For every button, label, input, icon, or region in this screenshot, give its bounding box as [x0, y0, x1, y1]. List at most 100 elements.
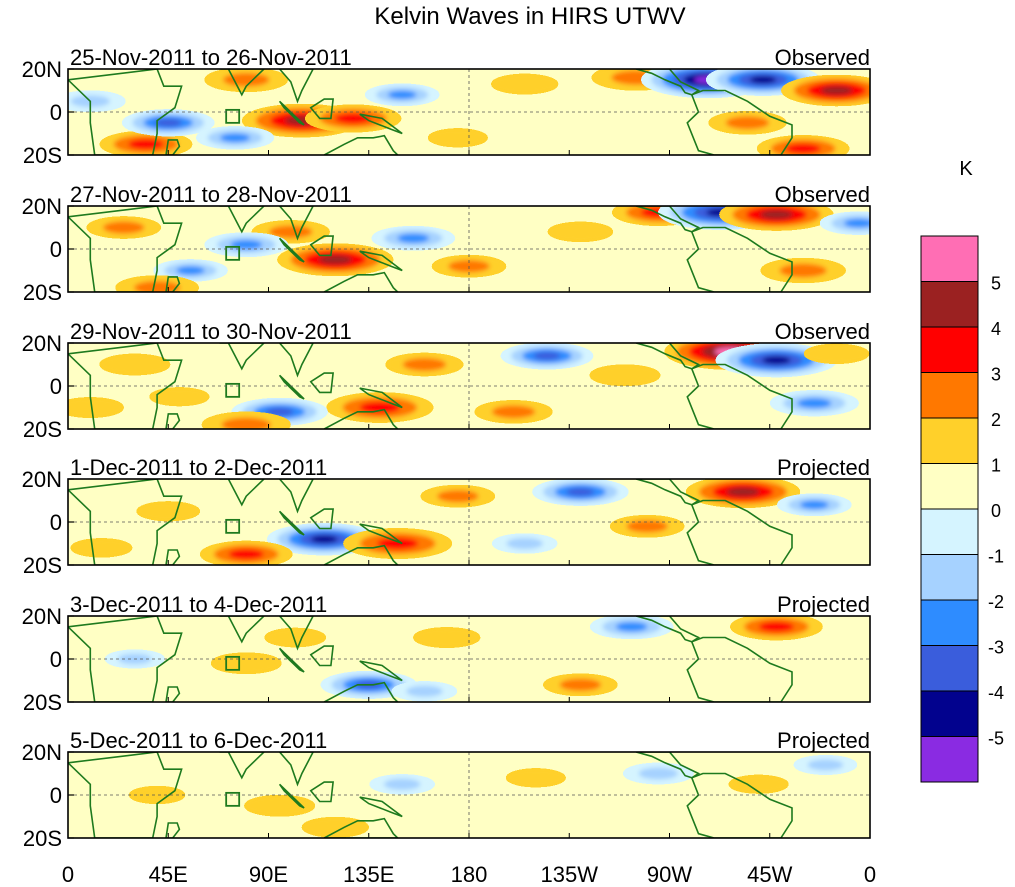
- region-box: [225, 382, 241, 398]
- panel-kind: Projected: [777, 455, 870, 480]
- anomaly-contour: [505, 768, 567, 788]
- positive-anomaly-blob: [419, 484, 496, 508]
- y-tick-label: 20S: [23, 280, 62, 305]
- coastline: [309, 98, 334, 120]
- anomaly-contour: [154, 118, 182, 127]
- positive-anomaly-blob: [803, 343, 870, 365]
- coastline: [278, 616, 315, 651]
- colorbar-swatch: [920, 645, 979, 692]
- coastlines: [68, 343, 793, 429]
- anomaly-contour: [797, 398, 832, 409]
- colorbar-level-label: -4: [988, 683, 1004, 703]
- colorbar-swatch: [920, 372, 979, 419]
- colorbar-level-label: 3: [991, 365, 1001, 385]
- y-tick-label: 20S: [23, 143, 62, 168]
- coastline: [309, 508, 334, 530]
- region-box: [225, 108, 241, 124]
- negative-anomaly-blob: [368, 773, 436, 795]
- coastline: [165, 413, 181, 429]
- positive-anomaly-blob: [98, 353, 172, 376]
- positive-anomaly-blob: [490, 73, 560, 95]
- coastline: [219, 206, 266, 234]
- panel-kind: Observed: [775, 45, 870, 70]
- anomaly-contour: [546, 221, 614, 243]
- anomaly-contour: [427, 128, 489, 148]
- anomaly-contour: [638, 767, 679, 780]
- coastline: [68, 616, 183, 702]
- colorbar-swatch: [920, 463, 979, 510]
- anomaly-contour: [615, 622, 648, 632]
- positive-anomaly-blob: [780, 74, 870, 107]
- coastlines: [68, 752, 793, 838]
- anomaly-contour: [387, 90, 417, 100]
- colorbar-level-label: 4: [991, 319, 1001, 339]
- region-box: [225, 245, 241, 261]
- anomaly-contour: [762, 356, 791, 365]
- map-panel: 5-Dec-2011 to 6-Dec-2011 Projected 20N 0 20S: [22, 728, 871, 851]
- y-tick-label: 0: [50, 647, 62, 672]
- positive-anomaly-blob: [473, 399, 554, 424]
- colorbar-swatch: [920, 599, 979, 646]
- negative-anomaly-blob: [370, 225, 456, 251]
- anomaly-contour: [176, 266, 205, 275]
- anomaly-contour: [759, 209, 793, 220]
- region-box: [225, 518, 241, 534]
- positive-anomaly-blob: [68, 396, 125, 419]
- coastline: [359, 796, 403, 818]
- negative-anomaly-blob: [121, 109, 216, 137]
- anomaly-contour: [749, 76, 777, 84]
- y-tick-label: 20S: [23, 690, 62, 715]
- coastlines: [68, 616, 793, 702]
- coastline: [68, 69, 183, 155]
- map-panel: 3-Dec-2011 to 4-Dec-2011 Projected 20N 0 20S: [22, 592, 871, 715]
- y-tick-label: 20N: [22, 57, 62, 82]
- y-tick-label: 0: [50, 510, 62, 535]
- coastline: [68, 206, 183, 292]
- negative-anomaly-blob: [491, 533, 559, 554]
- region-box: [225, 791, 241, 807]
- positive-anomaly-blob: [199, 540, 294, 565]
- y-tick-label: 20N: [22, 467, 62, 492]
- coastline: [359, 387, 403, 409]
- panel-date-range: 25-Nov-2011 to 26-Nov-2011: [70, 45, 352, 70]
- positive-anomaly-blob: [546, 221, 614, 243]
- anomaly-contour: [626, 520, 668, 533]
- anomaly-contour: [377, 537, 419, 550]
- anomaly-contour: [533, 352, 561, 360]
- panel-kind: Projected: [777, 728, 870, 753]
- panel-kind: Observed: [775, 319, 870, 344]
- anomaly-contour: [359, 401, 401, 414]
- anomaly-contour: [491, 405, 536, 419]
- anomaly-contour: [383, 778, 421, 790]
- coastline: [359, 113, 403, 135]
- coastline: [165, 139, 181, 155]
- negative-anomaly-blob: [390, 680, 458, 702]
- positive-anomaly-blob: [243, 794, 316, 817]
- x-tick-label: 180: [451, 862, 488, 887]
- positive-anomaly-blob: [707, 110, 788, 135]
- coastline: [686, 226, 793, 292]
- anomaly-contour: [559, 678, 602, 692]
- anomaly-contour: [803, 343, 870, 365]
- negative-anomaly-blob: [769, 390, 860, 417]
- x-tick-label: 0: [62, 862, 74, 887]
- anomaly-contour: [800, 500, 829, 510]
- positive-anomaly-blob: [300, 816, 370, 838]
- positive-anomaly-blob: [727, 774, 790, 794]
- positive-anomaly-blob: [325, 392, 435, 423]
- positive-anomaly-blob: [542, 673, 619, 697]
- anomaly-contour: [230, 240, 263, 250]
- colorbar-level-label: 1: [991, 456, 1001, 476]
- positive-anomaly-blob: [128, 785, 187, 805]
- coastline: [359, 250, 403, 272]
- coastline: [635, 206, 701, 233]
- x-tick-label: 0: [864, 862, 876, 887]
- x-axis: 0 45E 90E 135E 180 135W 90W 45W 0: [62, 862, 876, 887]
- anomaly-contour: [210, 652, 283, 675]
- positive-anomaly-blob: [384, 352, 465, 377]
- coastlines: [68, 479, 793, 565]
- coastline: [278, 100, 305, 126]
- negative-anomaly-blob: [364, 83, 441, 107]
- coastline: [278, 647, 305, 673]
- anomaly-contour: [228, 549, 264, 560]
